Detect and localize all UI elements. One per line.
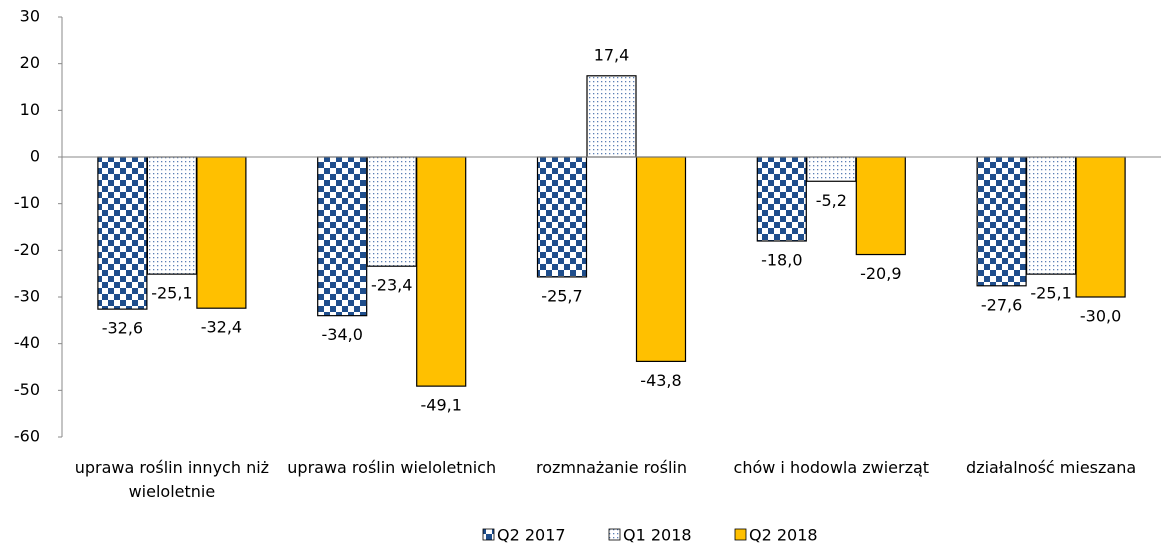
x-tick-label: uprawa roślin innych niż wieloletnie: [74, 458, 270, 501]
value-label: -25,1: [151, 284, 192, 303]
x-tick-label: działalność mieszana: [966, 458, 1137, 477]
value-label: -18,0: [761, 251, 802, 270]
legend-swatch: [734, 528, 747, 541]
value-label: -25,1: [1030, 284, 1071, 303]
bar: [536, 156, 588, 278]
y-tick-label: -10: [14, 193, 40, 212]
value-label: -32,6: [102, 319, 143, 338]
legend-swatch: [482, 528, 495, 541]
bar: [1075, 156, 1126, 298]
y-tick-label: 20: [20, 53, 40, 72]
legend-swatch: [608, 528, 621, 541]
value-label: -43,8: [640, 371, 681, 390]
bar: [635, 156, 687, 362]
bar: [317, 156, 368, 317]
bar: [196, 156, 247, 309]
value-label: 17,4: [594, 45, 630, 64]
bar: [586, 75, 637, 158]
value-label: -30,0: [1080, 307, 1121, 326]
bar: [806, 156, 857, 182]
legend-label: Q1 2018: [623, 526, 692, 545]
bar: [976, 156, 1027, 287]
legend-label: Q2 2017: [497, 526, 566, 545]
x-tick-label: uprawa roślin wieloletnich: [287, 458, 497, 477]
bar: [855, 156, 906, 256]
value-label: -32,4: [201, 318, 242, 337]
y-tick-label: -50: [14, 380, 40, 399]
value-label: -25,7: [541, 286, 582, 305]
bar: [1025, 156, 1077, 275]
y-tick-label: -20: [14, 240, 40, 259]
value-label: -5,2: [816, 191, 847, 210]
legend-label: Q2 2018: [749, 526, 818, 545]
value-label: -49,1: [420, 396, 461, 415]
value-label: -27,6: [981, 295, 1022, 314]
value-label: -34,0: [321, 325, 362, 344]
y-tick-label: -30: [14, 287, 40, 306]
y-tick-label: 0: [30, 147, 40, 166]
bar: [416, 156, 467, 387]
x-tick-label: chów i hodowla zwierząt: [733, 458, 930, 477]
bar: [756, 156, 807, 242]
bar: [97, 156, 148, 310]
x-tick-label: rozmnażanie roślin: [535, 458, 688, 477]
y-tick-label: 30: [20, 7, 40, 26]
bar: [366, 156, 417, 267]
value-label: -23,4: [371, 276, 412, 295]
value-label: -20,9: [860, 264, 901, 283]
y-tick-label: 10: [20, 100, 40, 119]
y-tick-label: -40: [14, 333, 40, 352]
y-tick-label: -60: [14, 427, 40, 446]
bar: [146, 156, 197, 275]
